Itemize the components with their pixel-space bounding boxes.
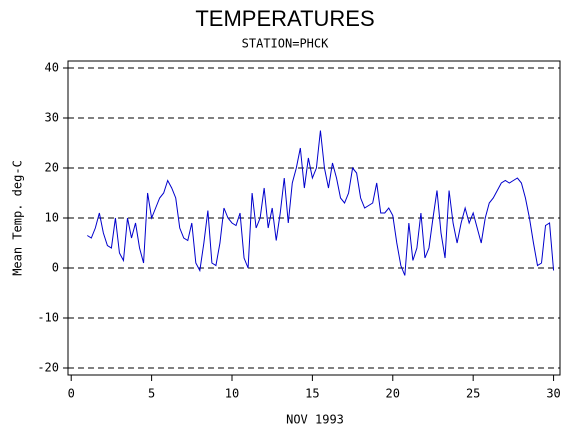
y-tick-label: -20 <box>37 361 59 375</box>
chart-title: TEMPERATURES <box>195 6 374 31</box>
y-tick-label: 30 <box>45 111 59 125</box>
chart-subtitle: STATION=PHCK <box>242 37 329 51</box>
y-axis-label: Mean Temp. deg-C <box>11 160 25 276</box>
x-tick-label: 20 <box>386 387 400 401</box>
x-axis-label: NOV 1993 <box>286 413 344 427</box>
y-tick-label: 10 <box>45 211 59 225</box>
x-tick-label: 15 <box>305 387 319 401</box>
x-tick-label: 30 <box>546 387 560 401</box>
data-line <box>87 130 555 276</box>
y-tick-label: 40 <box>45 61 59 75</box>
x-tick-label: 0 <box>68 387 75 401</box>
y-tick-label: 0 <box>52 261 59 275</box>
x-tick-label: 25 <box>466 387 480 401</box>
y-tick-label: 20 <box>45 161 59 175</box>
y-tick-label: -10 <box>37 311 59 325</box>
x-tick-label: 5 <box>148 387 155 401</box>
x-tick-label: 10 <box>225 387 239 401</box>
